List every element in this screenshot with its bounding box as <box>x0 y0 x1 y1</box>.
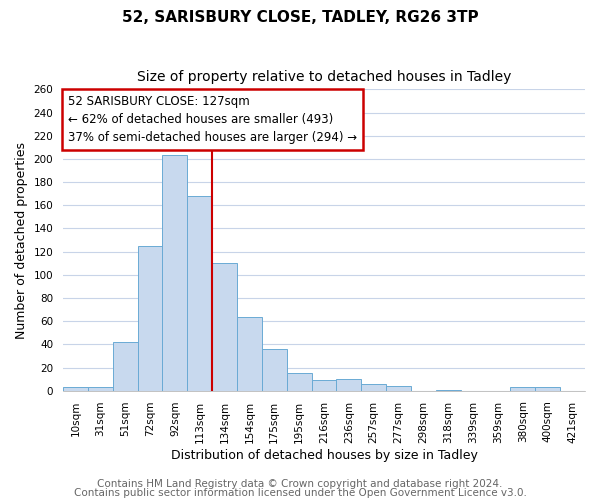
Bar <box>113 342 137 390</box>
Bar <box>187 196 212 390</box>
Bar <box>212 263 237 390</box>
Bar <box>361 384 386 390</box>
Text: Contains HM Land Registry data © Crown copyright and database right 2024.: Contains HM Land Registry data © Crown c… <box>97 479 503 489</box>
Bar <box>511 387 535 390</box>
Bar <box>137 246 163 390</box>
Title: Size of property relative to detached houses in Tadley: Size of property relative to detached ho… <box>137 70 511 84</box>
Bar <box>287 374 311 390</box>
Y-axis label: Number of detached properties: Number of detached properties <box>15 142 28 338</box>
Bar <box>163 156 187 390</box>
Bar <box>311 380 337 390</box>
Text: 52, SARISBURY CLOSE, TADLEY, RG26 3TP: 52, SARISBURY CLOSE, TADLEY, RG26 3TP <box>122 10 478 25</box>
Bar <box>262 349 287 391</box>
Bar <box>337 379 361 390</box>
Bar <box>386 386 411 390</box>
Bar <box>63 387 88 390</box>
Bar <box>88 387 113 390</box>
X-axis label: Distribution of detached houses by size in Tadley: Distribution of detached houses by size … <box>170 450 478 462</box>
Text: 52 SARISBURY CLOSE: 127sqm
← 62% of detached houses are smaller (493)
37% of sem: 52 SARISBURY CLOSE: 127sqm ← 62% of deta… <box>68 96 358 144</box>
Text: Contains public sector information licensed under the Open Government Licence v3: Contains public sector information licen… <box>74 488 526 498</box>
Bar <box>535 387 560 390</box>
Bar <box>237 316 262 390</box>
